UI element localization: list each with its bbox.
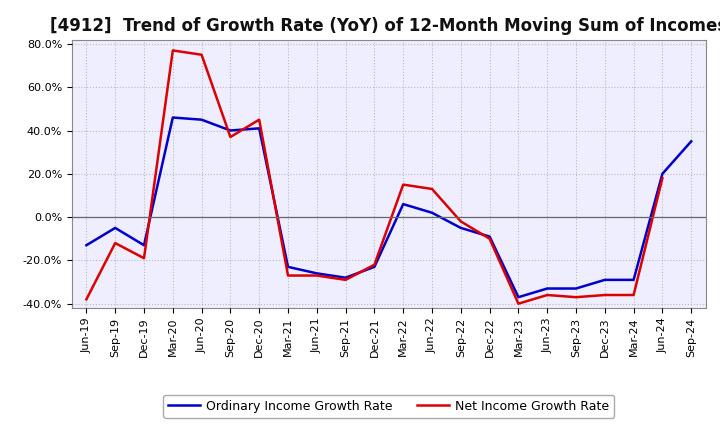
- Ordinary Income Growth Rate: [370, 264, 379, 270]
- Net Income Growth Rate: [399, 182, 408, 187]
- Ordinary Income Growth Rate: [82, 242, 91, 248]
- Net Income Growth Rate: [284, 273, 292, 278]
- Line: Ordinary Income Growth Rate: Ordinary Income Growth Rate: [86, 117, 691, 297]
- Ordinary Income Growth Rate: [428, 210, 436, 216]
- Ordinary Income Growth Rate: [111, 225, 120, 231]
- Net Income Growth Rate: [485, 236, 494, 242]
- Net Income Growth Rate: [226, 134, 235, 139]
- Net Income Growth Rate: [428, 186, 436, 191]
- Title: [4912]  Trend of Growth Rate (YoY) of 12-Month Moving Sum of Incomes: [4912] Trend of Growth Rate (YoY) of 12-…: [50, 17, 720, 35]
- Net Income Growth Rate: [629, 292, 638, 297]
- Net Income Growth Rate: [111, 240, 120, 246]
- Line: Net Income Growth Rate: Net Income Growth Rate: [86, 51, 662, 304]
- Ordinary Income Growth Rate: [341, 275, 350, 280]
- Net Income Growth Rate: [456, 219, 465, 224]
- Ordinary Income Growth Rate: [514, 294, 523, 300]
- Ordinary Income Growth Rate: [312, 271, 321, 276]
- Net Income Growth Rate: [312, 273, 321, 278]
- Net Income Growth Rate: [543, 292, 552, 297]
- Net Income Growth Rate: [168, 48, 177, 53]
- Legend: Ordinary Income Growth Rate, Net Income Growth Rate: Ordinary Income Growth Rate, Net Income …: [163, 395, 614, 418]
- Net Income Growth Rate: [658, 176, 667, 181]
- Ordinary Income Growth Rate: [543, 286, 552, 291]
- Net Income Growth Rate: [514, 301, 523, 306]
- Net Income Growth Rate: [600, 292, 609, 297]
- Ordinary Income Growth Rate: [600, 277, 609, 282]
- Ordinary Income Growth Rate: [658, 171, 667, 176]
- Ordinary Income Growth Rate: [226, 128, 235, 133]
- Net Income Growth Rate: [370, 262, 379, 268]
- Net Income Growth Rate: [197, 52, 206, 57]
- Ordinary Income Growth Rate: [485, 234, 494, 239]
- Net Income Growth Rate: [255, 117, 264, 122]
- Net Income Growth Rate: [140, 256, 148, 261]
- Ordinary Income Growth Rate: [399, 202, 408, 207]
- Net Income Growth Rate: [572, 294, 580, 300]
- Net Income Growth Rate: [82, 297, 91, 302]
- Ordinary Income Growth Rate: [168, 115, 177, 120]
- Ordinary Income Growth Rate: [197, 117, 206, 122]
- Ordinary Income Growth Rate: [140, 242, 148, 248]
- Ordinary Income Growth Rate: [284, 264, 292, 270]
- Ordinary Income Growth Rate: [456, 225, 465, 231]
- Ordinary Income Growth Rate: [572, 286, 580, 291]
- Ordinary Income Growth Rate: [255, 126, 264, 131]
- Ordinary Income Growth Rate: [629, 277, 638, 282]
- Ordinary Income Growth Rate: [687, 139, 696, 144]
- Net Income Growth Rate: [341, 277, 350, 282]
